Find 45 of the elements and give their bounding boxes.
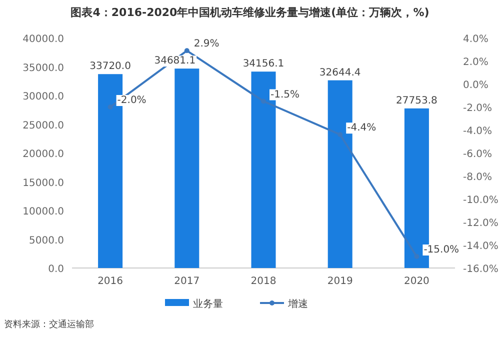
point	[184, 48, 190, 54]
y-tick-label: 15000.0	[22, 178, 64, 189]
y2-tick-label: -14.0%	[463, 241, 498, 252]
x-tick-label: 2020	[404, 276, 430, 287]
data-label: 27753.8	[396, 95, 438, 106]
y-tick-label: 40000.0	[22, 34, 64, 45]
point	[338, 132, 343, 138]
y2-tick-label: -8.0%	[463, 172, 492, 183]
point	[414, 254, 420, 259]
y-tick-label: 20000.0	[22, 149, 64, 160]
data-label: 34681.1	[154, 56, 196, 67]
x-tick-label: 2016	[98, 276, 124, 287]
x-tick-label: 2017	[174, 276, 200, 287]
y-tick-label: 0.0	[48, 264, 64, 275]
y-tick-label: 25000.0	[22, 120, 64, 132]
y2-tick-label: -4.0%	[463, 126, 492, 137]
y2-tick-label: -12.0%	[463, 218, 498, 229]
point	[261, 98, 266, 104]
x-tick-label: 2019	[327, 276, 353, 287]
y-tick-label: 5000.0	[29, 235, 64, 246]
chart-title: 图表4：2016-2020年中国机动车维修业务量与增速(单位：万辆次，%)	[70, 6, 430, 19]
y2-tick-label: -2.0%	[463, 103, 492, 114]
data-label: -4.4%	[347, 122, 376, 134]
data-label: 32644.4	[319, 67, 361, 78]
data-label: 33720.0	[90, 61, 131, 72]
x-tick-label: 2018	[250, 276, 276, 287]
y-tick-label: 10000.0	[22, 206, 64, 218]
data-label: -2.0%	[117, 95, 146, 106]
y-tick-label: 30000.0	[22, 92, 64, 102]
data-label: 34156.1	[242, 58, 284, 70]
data-label: -15.0%	[424, 244, 460, 256]
point	[108, 104, 113, 110]
legend-label: 业务量	[193, 298, 223, 310]
y2-tick-label: 4.0%	[463, 34, 488, 45]
y2-tick-label: 0.0%	[463, 80, 488, 91]
y2-tick-label: 2.0%	[463, 57, 488, 68]
legend-label: 增速	[287, 298, 308, 310]
data-label: 2.9%	[194, 38, 220, 50]
y2-tick-label: -10.0%	[463, 195, 498, 206]
y-tick-label: 35000.0	[22, 62, 64, 74]
bar	[174, 68, 200, 268]
y2-tick-label: -6.0%	[463, 149, 492, 160]
text: 资料来源：交通运输部	[4, 319, 94, 330]
data-label: -1.5%	[270, 89, 300, 100]
y2-tick-label: -16.0%	[463, 264, 498, 275]
